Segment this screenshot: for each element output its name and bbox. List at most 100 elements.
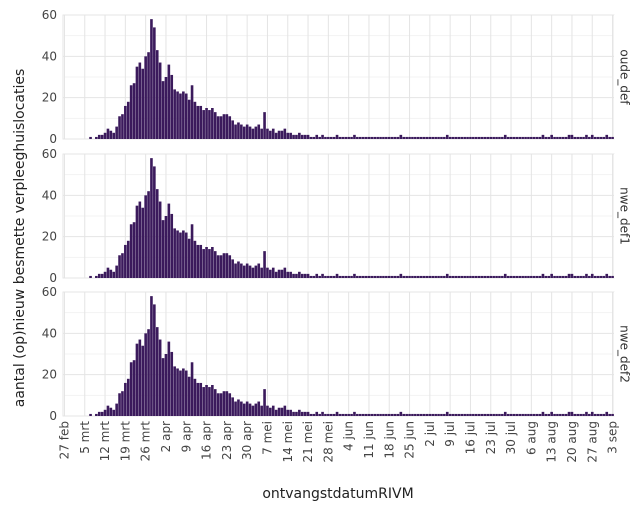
bar xyxy=(408,413,411,416)
x-tick-label: 19 mrt xyxy=(118,421,132,462)
bar xyxy=(535,275,539,278)
bar xyxy=(411,136,414,139)
bar xyxy=(155,189,159,278)
bar xyxy=(161,81,165,139)
bar xyxy=(237,261,240,278)
bar xyxy=(274,409,278,416)
bar xyxy=(564,413,568,416)
bar xyxy=(477,413,481,416)
bar xyxy=(269,269,272,278)
bar xyxy=(176,91,179,139)
bar xyxy=(593,136,597,139)
bar xyxy=(527,275,530,278)
x-tick-label: 13 aug xyxy=(545,421,559,463)
bar xyxy=(367,275,371,278)
bar xyxy=(216,393,220,416)
bar xyxy=(521,136,524,139)
y-tick-label: 20 xyxy=(42,91,57,105)
bar xyxy=(431,413,435,416)
bar xyxy=(347,413,350,416)
bar xyxy=(179,370,182,416)
bar xyxy=(257,124,261,139)
bar xyxy=(576,275,580,278)
bar xyxy=(588,136,591,139)
bar xyxy=(611,136,614,139)
bar xyxy=(364,413,368,416)
bar xyxy=(269,130,272,139)
bar xyxy=(518,275,522,278)
bar xyxy=(477,136,481,139)
bar xyxy=(315,134,319,139)
bar xyxy=(347,275,350,278)
bar xyxy=(144,333,147,416)
bar xyxy=(260,405,263,416)
bar xyxy=(179,232,182,278)
bar xyxy=(559,275,562,278)
bar xyxy=(451,275,455,278)
bar xyxy=(358,136,362,139)
bar xyxy=(611,413,614,416)
bar xyxy=(530,136,533,139)
x-tick-label: 30 apr xyxy=(240,421,254,460)
bar xyxy=(170,74,174,139)
bar xyxy=(387,275,391,278)
bar xyxy=(379,275,382,278)
bar xyxy=(190,224,194,278)
bar xyxy=(155,50,159,140)
bar xyxy=(300,134,304,139)
bar xyxy=(608,136,611,139)
bar xyxy=(153,304,156,416)
bar xyxy=(173,366,176,416)
y-tick-label: 60 xyxy=(42,147,57,161)
bar xyxy=(286,409,290,416)
bar xyxy=(335,134,339,139)
bar xyxy=(153,27,156,139)
bar xyxy=(202,249,205,278)
bar xyxy=(448,275,452,278)
bar xyxy=(474,413,478,416)
bar xyxy=(231,120,234,139)
bar xyxy=(329,275,333,278)
bar xyxy=(237,122,240,139)
bar xyxy=(495,136,498,139)
bar xyxy=(242,126,246,139)
bar xyxy=(457,136,461,139)
bar xyxy=(329,413,333,416)
bar xyxy=(405,413,408,416)
bar xyxy=(318,136,321,139)
bar xyxy=(138,62,142,139)
bar xyxy=(167,64,171,139)
bar xyxy=(126,240,130,278)
bar xyxy=(327,275,330,278)
bar xyxy=(271,128,275,139)
bar xyxy=(173,228,176,278)
bar xyxy=(138,201,142,278)
x-tick-label: 9 apr xyxy=(179,421,193,452)
bar xyxy=(480,413,484,416)
bar xyxy=(361,136,365,139)
bar xyxy=(425,413,429,416)
bar xyxy=(611,275,614,278)
bar xyxy=(582,275,585,278)
bar xyxy=(532,413,536,416)
bar xyxy=(118,393,121,416)
bar xyxy=(309,275,313,278)
bar xyxy=(469,413,472,416)
bar xyxy=(515,136,519,139)
bar xyxy=(582,136,585,139)
bar xyxy=(477,275,481,278)
bar xyxy=(466,275,469,278)
bar xyxy=(385,275,388,278)
bar xyxy=(416,275,420,278)
bar xyxy=(599,275,603,278)
bar xyxy=(228,393,232,416)
bar xyxy=(437,413,440,416)
bar xyxy=(216,116,220,139)
bar xyxy=(559,136,562,139)
bar xyxy=(161,220,165,278)
bar xyxy=(588,275,591,278)
bar xyxy=(193,101,197,139)
bar xyxy=(596,136,600,139)
bar xyxy=(147,191,150,278)
x-tick-label: 16 apr xyxy=(200,421,214,460)
